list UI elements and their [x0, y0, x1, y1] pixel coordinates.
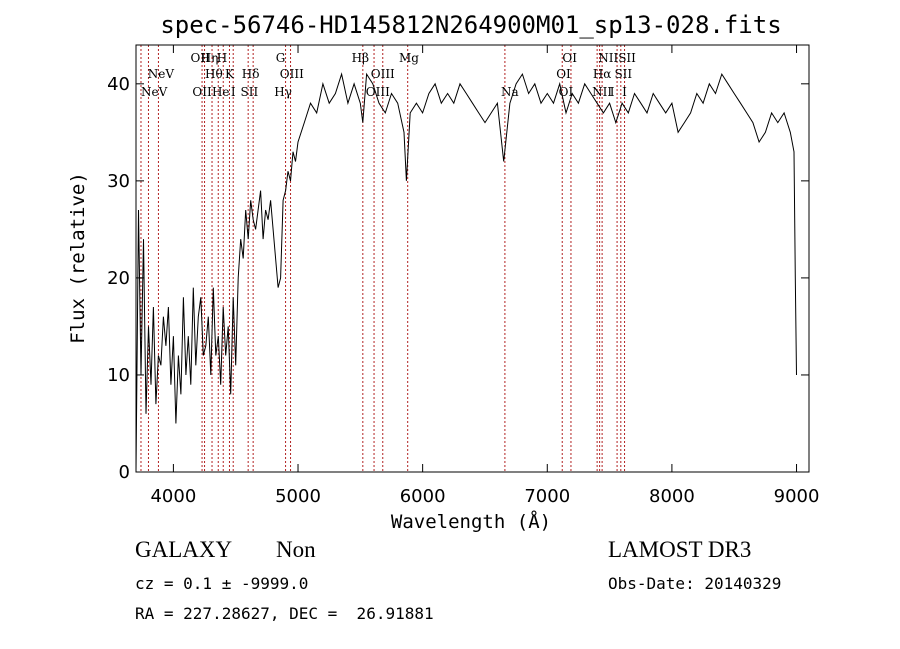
x-tick-label: 9000 [774, 486, 820, 507]
axis-ticks: 4000 5000 6000 7000 8000 9000 0 10 20 30 40 [107, 45, 819, 507]
spectral-line-label: Hη [201, 51, 219, 65]
classification-label: GALAXY [135, 537, 233, 562]
x-tick-label: 7000 [524, 486, 570, 507]
spectral-line-label: K [225, 67, 235, 81]
spectral-line-label: NIISII [598, 51, 636, 65]
chart-title: spec-56746-HD145812N264900M01_sp13-028.f… [160, 11, 781, 39]
x-tick-label: 4000 [150, 486, 196, 507]
spectral-line-label: Hα [593, 67, 612, 81]
spectral-line-label: OIII [366, 85, 390, 99]
spectral-line-label: SII [614, 67, 632, 81]
spectral-line-label: Hγ [274, 85, 292, 99]
spectral-line-label: I [610, 85, 615, 99]
spectral-line-label: I [231, 85, 236, 99]
spectral-line-label: Mg [399, 51, 419, 65]
y-tick-label: 0 [119, 462, 130, 483]
subclass-label: Non [276, 537, 316, 562]
spectral-line-label: He [212, 85, 230, 99]
y-axis-label: Flux (relative) [67, 172, 89, 344]
spectrum-series-line [135, 72, 797, 473]
survey-label: LAMOST DR3 [608, 537, 752, 562]
spectral-line-label: Na [501, 85, 519, 99]
x-axis-label: Wavelength (Å) [391, 510, 551, 533]
y-tick-label: 20 [107, 268, 130, 289]
spectral-line-label: G [276, 51, 286, 65]
spectral-line-label: H [217, 51, 227, 65]
spectral-line-label: Hβ [352, 51, 369, 65]
y-tick-label: 10 [107, 365, 130, 386]
spectral-line-label: SII [241, 85, 259, 99]
obs-date-readout: Obs-Date: 20140329 [608, 574, 782, 593]
redshift-readout: cz = 0.1 ± -9999.0 [135, 574, 309, 593]
spectral-line-markers [140, 45, 626, 472]
x-tick-label: 6000 [400, 486, 446, 507]
spectral-line-label: OIII [371, 67, 395, 81]
spectral-line-label: OII [191, 51, 211, 65]
spectral-line-label: Hδ [242, 67, 260, 81]
spectral-line-label: OI [556, 67, 571, 81]
x-tick-label: 8000 [649, 486, 695, 507]
spectral-line-label: Hθ [205, 67, 223, 81]
spectral-line-label: I [622, 85, 627, 99]
plot-frame [135, 44, 810, 473]
y-tick-label: 40 [107, 74, 130, 95]
y-tick-label: 30 [107, 171, 130, 192]
spectral-line-label: OIII [280, 67, 304, 81]
spectral-line-label: NII [592, 85, 612, 99]
spectral-line-label: OI [562, 51, 577, 65]
spectral-line-label: OII [192, 85, 212, 99]
spectral-line-label: NeV [148, 67, 175, 81]
x-tick-label: 5000 [275, 486, 321, 507]
spectral-line-label: NeV [141, 85, 168, 99]
coordinates-readout: RA = 227.28627, DEC = 26.91881 [135, 604, 434, 623]
